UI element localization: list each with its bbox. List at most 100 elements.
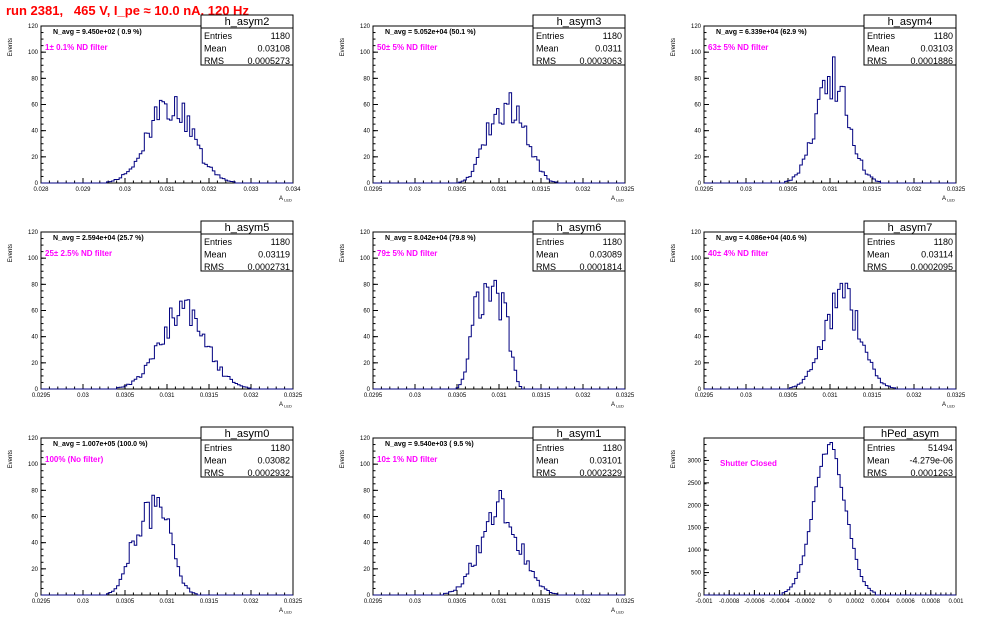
x-tick-label: 0.0315 [532, 599, 551, 605]
stats-mean-label: Mean [536, 250, 559, 260]
x-tick-label: 0.0305 [116, 599, 135, 605]
stats-entries-value: 1180 [603, 31, 622, 41]
x-tick-label: 0 [828, 599, 832, 605]
x-tick-label: 0.03 [77, 393, 89, 399]
stats-entries-value: 1180 [271, 443, 290, 453]
x-axis-title: A LED [279, 196, 292, 203]
y-tick-label: 100 [360, 50, 371, 56]
x-axis-title: A LED [942, 402, 955, 409]
stats-entries-label: Entries [867, 237, 896, 247]
stats-rms-value: 0.0003063 [579, 56, 622, 66]
x-tick-label: 0.0002 [846, 599, 865, 605]
histogram-line [41, 494, 293, 596]
stats-rms-label: RMS [204, 56, 224, 66]
y-tick-label: 120 [360, 24, 371, 30]
stats-rms-value: 0.0002932 [247, 468, 290, 478]
y-tick-label: 40 [31, 541, 38, 547]
x-tick-label: 0.0295 [364, 599, 383, 605]
stats-mean-label: Mean [536, 44, 559, 54]
x-axis-title: A LED [611, 402, 624, 409]
stats-entries-value: 51494 [928, 443, 953, 453]
y-tick-label: 60 [31, 103, 38, 109]
y-tick-label: 100 [360, 256, 371, 262]
x-tick-label: 0.0006 [896, 599, 915, 605]
y-tick-label: 60 [31, 515, 38, 521]
x-tick-label: 0.029 [75, 187, 91, 193]
y-tick-label: 60 [31, 309, 38, 315]
navg-label: N_avg = 1.007e+05 (100.0 %) [53, 441, 148, 448]
y-tick-label: 60 [363, 515, 370, 521]
filter-label: 1± 0.1% ND filter [45, 43, 108, 52]
histogram-panel-h_asym4: 0 20 40 60 80 100 120 0.0295 0.03 0.0305 0.031 0.03… [671, 14, 966, 203]
histogram-line [704, 56, 956, 184]
x-tick-label: 0.032 [243, 599, 259, 605]
y-axis-title: Events [8, 450, 14, 468]
y-axis-title: Events [8, 38, 14, 56]
y-tick-label: 100 [360, 462, 371, 468]
y-tick-label: 40 [363, 335, 370, 341]
histogram-line [41, 299, 293, 390]
stats-rms-label: RMS [867, 262, 887, 272]
navg-label: N_avg = 5.052e+04 (50.1 %) [385, 29, 476, 36]
histogram-line [704, 441, 956, 596]
x-tick-label: 0.032 [575, 187, 591, 193]
x-tick-label: 0.03 [409, 187, 421, 193]
x-tick-label: 0.032 [906, 393, 922, 399]
stats-entries-label: Entries [204, 237, 233, 247]
y-tick-label: 120 [28, 436, 39, 442]
x-axis-title: A LED [279, 608, 292, 615]
stats-mean-value: 0.03103 [920, 44, 953, 54]
x-tick-label: 0.0305 [779, 187, 798, 193]
x-tick-label: -0.001 [695, 599, 713, 605]
y-tick-label: 120 [28, 24, 39, 30]
x-tick-label: 0.0295 [695, 187, 714, 193]
x-tick-label: 0.0305 [448, 393, 467, 399]
x-tick-label: 0.0325 [284, 393, 303, 399]
stats-title: h_asym5 [225, 222, 270, 234]
stats-entries-label: Entries [867, 31, 896, 41]
x-tick-label: 0.03 [409, 599, 421, 605]
navg-label: N_avg = 9.540e+03 ( 9.5 %) [385, 441, 474, 448]
x-tick-label: 0.03 [740, 187, 752, 193]
y-tick-label: 80 [694, 76, 701, 82]
x-tick-label: 0.0315 [532, 187, 551, 193]
x-tick-label: 0.0008 [922, 599, 941, 605]
x-tick-label: 0.0295 [695, 393, 714, 399]
stats-mean-value: 0.03101 [589, 456, 622, 466]
y-tick-label: 120 [691, 24, 702, 30]
filter-label: 10± 1% ND filter [377, 455, 437, 464]
y-tick-label: 40 [31, 129, 38, 135]
stats-entries-label: Entries [867, 443, 896, 453]
y-tick-label: 80 [31, 282, 38, 288]
x-tick-label: 0.033 [243, 187, 259, 193]
stats-mean-label: Mean [867, 250, 890, 260]
y-tick-label: 60 [363, 103, 370, 109]
stats-box [532, 220, 626, 272]
stats-rms-value: 0.0002329 [579, 468, 622, 478]
y-axis-title: Events [340, 38, 346, 56]
stats-mean-value: 0.03108 [257, 44, 290, 54]
x-tick-label: 0.0305 [116, 393, 135, 399]
y-tick-label: 2000 [688, 503, 702, 509]
x-tick-label: 0.031 [491, 393, 507, 399]
y-tick-label: 20 [363, 361, 370, 367]
y-tick-label: 80 [363, 488, 370, 494]
filter-label: 40± 4% ND filter [708, 249, 768, 258]
stats-rms-label: RMS [204, 262, 224, 272]
y-tick-label: 2500 [688, 481, 702, 487]
y-tick-label: 60 [363, 309, 370, 315]
filter-label: Shutter Closed [720, 459, 777, 468]
stats-box [532, 426, 626, 478]
x-tick-label: 0.032 [201, 187, 217, 193]
histogram-panel-h_asym6: 0 20 40 60 80 100 120 0.0295 0.03 0.0305 0.031 0.03… [340, 220, 635, 409]
stats-rms-value: 0.0001263 [910, 468, 953, 478]
stats-rms-value: 0.0005273 [247, 56, 290, 66]
x-tick-label: 0.0305 [448, 599, 467, 605]
x-tick-label: 0.0325 [616, 599, 635, 605]
stats-mean-value: -4.279e-06 [909, 456, 953, 466]
y-tick-label: 120 [691, 230, 702, 236]
y-tick-label: 120 [360, 230, 371, 236]
x-tick-label: 0.034 [285, 187, 301, 193]
y-tick-label: 120 [360, 436, 371, 442]
